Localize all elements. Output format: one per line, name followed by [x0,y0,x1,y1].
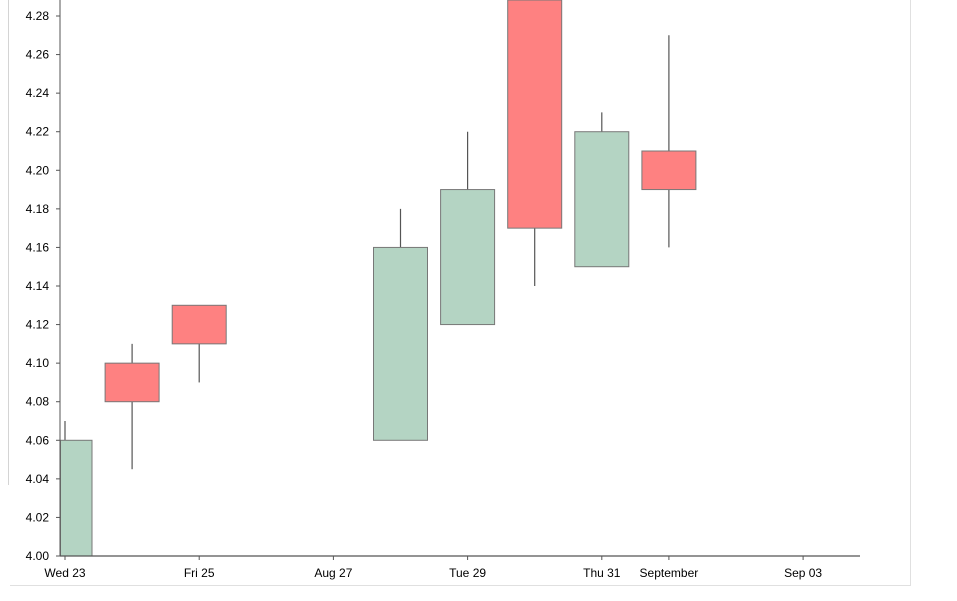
candle [507,0,563,286]
candle-body-down [104,362,160,403]
y-tick-label: 4.26 [26,48,50,62]
y-axis: 4.00 4.02 4.04 4.06 4.08 4.10 4.12 4.14 4.16 4.18… [26,0,61,563]
candle-body-down [507,0,563,229]
candle [373,208,428,441]
y-tick-label: 4.20 [26,163,50,177]
candle [574,112,630,268]
y-tick-label: 4.18 [26,202,50,216]
x-axis: Wed 23 Fri 25 Aug 27 Tue 29 Thu 31 September S… [44,555,860,580]
plot-frame-right [910,0,911,586]
y-tick-label: 4.02 [26,510,50,524]
candle-body-up [60,439,93,557]
y-tick-label: 4.28 [26,9,50,23]
y-tick-label: 4.04 [26,472,50,486]
plot-frame-left [8,0,9,485]
y-tick-label: 4.06 [26,433,50,447]
candle [171,304,227,383]
x-tick-label: Wed 23 [44,566,85,580]
x-tick-label: Thu 31 [583,566,621,580]
y-tick-label: 4.12 [26,318,50,332]
candle [440,131,496,326]
y-tick-label: 4.10 [26,356,50,370]
y-tick-label: 4.16 [26,240,50,254]
x-tick-label: Tue 29 [449,566,486,580]
x-tick-label: Aug 27 [314,566,352,580]
candle-body-up [574,131,630,268]
candle-body-up [373,246,428,441]
y-tick-label: 4.14 [26,279,50,293]
candle [60,421,93,557]
candle [104,343,160,470]
y-tick-label: 4.22 [26,125,50,139]
y-tick-label: 4.08 [26,395,50,409]
x-tick-label: Sep 03 [784,566,822,580]
x-tick-label: September [640,566,699,580]
y-tick-label: 4.00 [26,549,50,563]
plot-frame-bottom [10,585,911,586]
candle [641,35,697,248]
candles-layer [60,0,697,557]
candle-body-down [641,150,697,191]
x-tick-label: Fri 25 [184,566,215,580]
y-tick-label: 4.24 [26,86,50,100]
candle-body-up [440,189,496,326]
candle-body-down [171,304,227,345]
